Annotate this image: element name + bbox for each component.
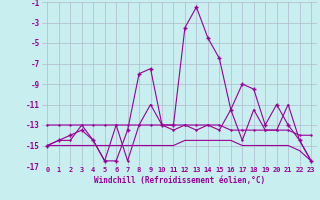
X-axis label: Windchill (Refroidissement éolien,°C): Windchill (Refroidissement éolien,°C)	[94, 176, 265, 185]
